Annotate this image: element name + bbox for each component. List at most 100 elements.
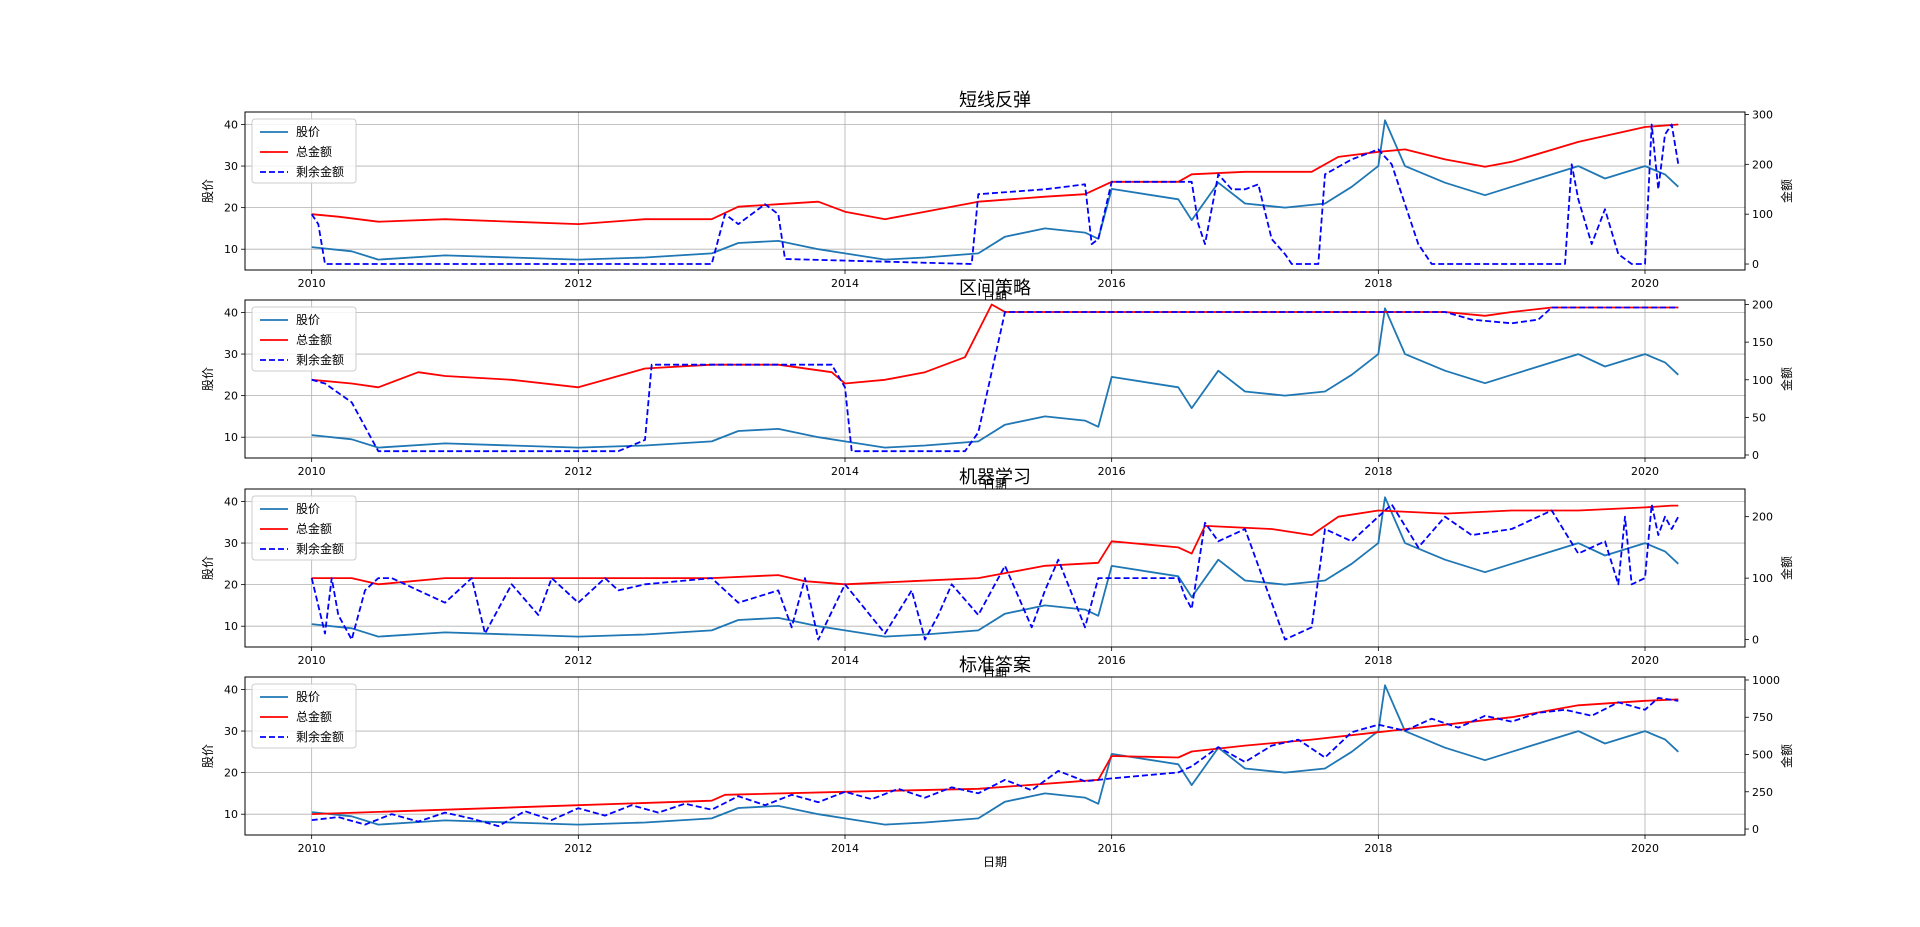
x-tick-label: 2016 — [1098, 842, 1126, 855]
subplot-1: 2010 2012 2014 2016 2018 2020 10 20 30 40 0 100 200 3… — [201, 90, 1794, 304]
x-axis-label: 日期 — [983, 855, 1007, 869]
x-tick-label: 2010 — [298, 465, 326, 478]
x-tick-label: 2010 — [298, 842, 326, 855]
legend-label-1: 股价 — [296, 502, 320, 516]
y2-tick-label: 250 — [1752, 786, 1773, 799]
axes-frame — [244, 488, 1746, 648]
legend-label-3: 剩余金额 — [296, 729, 344, 744]
x-tick-label: 2020 — [1631, 654, 1659, 667]
y-tick-label: 30 — [224, 725, 238, 738]
y-tick-label: 10 — [224, 431, 238, 444]
x-tick-label: 2016 — [1098, 277, 1126, 290]
x-tick-label: 2014 — [831, 654, 859, 667]
plot-area — [245, 300, 1745, 458]
y2-tick-label: 50 — [1752, 411, 1766, 424]
y-tick-label: 10 — [224, 808, 238, 821]
y-tick-label: 40 — [224, 683, 238, 696]
series-group — [310, 119, 1680, 265]
y2-tick-label: 0 — [1752, 258, 1759, 271]
y-axis-label: 股价 — [201, 744, 215, 768]
legend-box — [251, 306, 357, 372]
y2-tick-label: 100 — [1752, 374, 1773, 387]
series-line-1 — [311, 684, 1679, 826]
plot-area — [245, 677, 1745, 835]
y2-tick-label: 100 — [1752, 208, 1773, 221]
y2-tick-label: 200 — [1752, 299, 1773, 312]
y-tick-label: 40 — [224, 118, 238, 131]
x-tick-label: 2018 — [1364, 842, 1392, 855]
legend-label-1: 股价 — [296, 125, 320, 139]
subplot-title: 标准答案 — [959, 655, 1031, 676]
y-tick-label: 20 — [224, 390, 238, 403]
y2-tick-label: 0 — [1752, 634, 1759, 647]
x-tick-label: 2020 — [1631, 277, 1659, 290]
x-tick-label: 2012 — [564, 654, 592, 667]
y2-tick-label: 0 — [1752, 823, 1759, 836]
axes-frame — [244, 676, 1746, 836]
y2-tick-label: 200 — [1752, 158, 1773, 171]
subplot-title: 机器学习 — [959, 467, 1031, 488]
legend-label-1: 股价 — [296, 313, 320, 327]
y-tick-label: 30 — [224, 160, 238, 173]
x-tick-label: 2010 — [298, 277, 326, 290]
x-tick-label: 2010 — [298, 654, 326, 667]
x-tick-label: 2012 — [564, 842, 592, 855]
series-group — [311, 684, 1679, 827]
series-line-1 — [311, 119, 1679, 261]
y-tick-label: 40 — [224, 306, 238, 319]
legend-label-2: 总金额 — [296, 521, 332, 536]
series-line-3 — [310, 123, 1680, 265]
subplot-title: 短线反弹 — [959, 90, 1031, 111]
y2-tick-label: 0 — [1752, 449, 1759, 462]
x-tick-label: 2020 — [1631, 842, 1659, 855]
x-tick-label: 2020 — [1631, 465, 1659, 478]
y-tick-label: 20 — [224, 579, 238, 592]
y2-tick-label: 100 — [1752, 572, 1773, 585]
y2-tick-label: 750 — [1752, 711, 1773, 724]
x-tick-label: 2014 — [831, 842, 859, 855]
series-line-3 — [311, 306, 1679, 453]
series-line-1 — [311, 496, 1679, 638]
y-tick-label: 30 — [224, 348, 238, 361]
plot-area — [245, 112, 1745, 270]
legend-label-3: 剩余金额 — [296, 352, 344, 367]
legend-box — [251, 683, 357, 749]
x-tick-label: 2014 — [831, 465, 859, 478]
y2-tick-label: 500 — [1752, 749, 1773, 762]
series-line-2 — [311, 123, 1679, 226]
axes-frame — [244, 299, 1746, 459]
series-line-3 — [311, 697, 1679, 827]
legend-label-2: 总金额 — [296, 144, 332, 159]
series-line-3 — [310, 503, 1680, 641]
plot-area — [245, 489, 1745, 647]
legend-label-2: 总金额 — [296, 709, 332, 724]
series-line-2 — [311, 303, 1679, 389]
series-group — [310, 496, 1680, 641]
y-tick-label: 40 — [224, 495, 238, 508]
x-tick-label: 2018 — [1364, 277, 1392, 290]
y-tick-label: 30 — [224, 537, 238, 550]
legend-label-2: 总金额 — [296, 332, 332, 347]
subplot-title: 区间策略 — [959, 278, 1031, 299]
y-tick-label: 20 — [224, 767, 238, 780]
x-tick-label: 2018 — [1364, 465, 1392, 478]
x-tick-label: 2012 — [564, 465, 592, 478]
y2-axis-label: 金额 — [1779, 179, 1794, 203]
x-tick-label: 2014 — [831, 277, 859, 290]
legend-box — [251, 495, 357, 561]
series-line-2 — [311, 504, 1679, 586]
y2-axis-label: 金额 — [1779, 367, 1794, 391]
legend-box — [251, 118, 357, 184]
series-line-2 — [311, 698, 1679, 815]
y2-tick-label: 200 — [1752, 511, 1773, 524]
y2-tick-label: 1000 — [1752, 674, 1780, 687]
x-tick-label: 2016 — [1098, 465, 1126, 478]
y-axis-label: 股价 — [201, 367, 215, 391]
legend-label-3: 剩余金额 — [296, 164, 344, 179]
y-tick-label: 20 — [224, 202, 238, 215]
subplot-2: 2010 2012 2014 2016 2018 2020 10 20 30 40 0 50 100 15… — [201, 278, 1794, 492]
